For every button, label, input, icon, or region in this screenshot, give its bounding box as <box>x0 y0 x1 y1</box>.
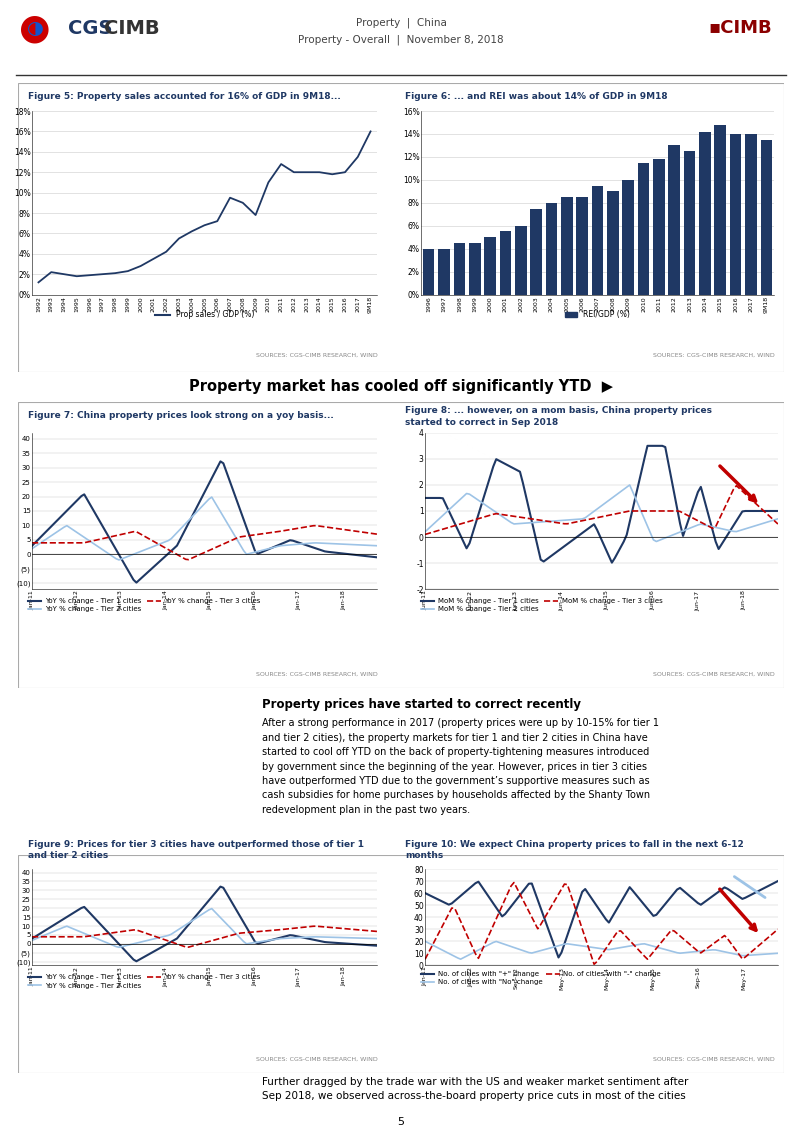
Text: Further dragged by the trade war with the US and weaker market sentiment after
S: Further dragged by the trade war with th… <box>261 1077 688 1101</box>
Text: Property  |  China: Property | China <box>355 18 447 28</box>
Bar <box>653 160 665 295</box>
Legend: No. of cities with "+" change, No. of cities with "No" change, No. of cities wit: No. of cities with "+" change, No. of ci… <box>420 971 661 985</box>
Text: SOURCES: CGS-CIMB RESEARCH, WIND: SOURCES: CGS-CIMB RESEARCH, WIND <box>256 1057 378 1062</box>
Text: Property market has cooled off significantly YTD  ▶: Property market has cooled off significa… <box>189 378 613 394</box>
Bar <box>699 131 711 295</box>
Text: SOURCES: CGS-CIMB RESEARCH, WIND: SOURCES: CGS-CIMB RESEARCH, WIND <box>256 352 378 358</box>
Text: SOURCES: CGS-CIMB RESEARCH, WIND: SOURCES: CGS-CIMB RESEARCH, WIND <box>653 1057 775 1062</box>
Bar <box>545 203 557 295</box>
Text: Figure 10: We expect China property prices to fall in the next 6-12
months: Figure 10: We expect China property pric… <box>405 840 743 860</box>
Text: ●: ● <box>19 11 51 45</box>
Bar <box>622 180 634 295</box>
Text: Figure 6: ... and REI was about 14% of GDP in 9M18: Figure 6: ... and REI was about 14% of G… <box>405 92 667 101</box>
Bar <box>607 191 618 295</box>
Bar <box>592 186 603 295</box>
Text: SOURCES: CGS-CIMB RESEARCH, WIND: SOURCES: CGS-CIMB RESEARCH, WIND <box>653 352 775 358</box>
Text: ▪CIMB: ▪CIMB <box>708 19 772 37</box>
Text: After a strong performance in 2017 (property prices were up by 10-15% for tier 1: After a strong performance in 2017 (prop… <box>261 718 659 815</box>
Legend: REI/GDP (%): REI/GDP (%) <box>562 307 633 323</box>
Text: SOURCES: CGS-CIMB RESEARCH, WIND: SOURCES: CGS-CIMB RESEARCH, WIND <box>256 672 378 676</box>
Bar <box>730 134 741 295</box>
Text: Figure 5: Property sales accounted for 16% of GDP in 9M18...: Figure 5: Property sales accounted for 1… <box>28 92 341 101</box>
Bar <box>515 225 527 295</box>
Text: CIMB: CIMB <box>104 18 160 37</box>
Text: Property - Overall  |  November 8, 2018: Property - Overall | November 8, 2018 <box>298 35 504 45</box>
Bar <box>439 249 450 295</box>
Text: Property prices have started to correct recently: Property prices have started to correct … <box>261 698 581 712</box>
Bar <box>668 145 680 295</box>
Text: Figure 9: Prices for tier 3 cities have outperformed those of tier 1
and tier 2 : Figure 9: Prices for tier 3 cities have … <box>28 840 364 860</box>
Bar <box>484 237 496 295</box>
Legend: YoY % change - Tier 1 cities, YoY % change - Tier 2 cities, YoY % change - Tier : YoY % change - Tier 1 cities, YoY % chan… <box>27 974 261 988</box>
Legend: MoM % change - Tier 1 cities, MoM % change - Tier 2 cities, MoM % change - Tier : MoM % change - Tier 1 cities, MoM % chan… <box>420 598 662 612</box>
Bar <box>423 249 435 295</box>
Text: ◑: ◑ <box>26 18 43 37</box>
Bar <box>530 208 542 295</box>
Bar <box>745 134 756 295</box>
Bar <box>454 242 465 295</box>
Bar <box>684 151 695 295</box>
Bar <box>500 231 511 295</box>
Text: Figure 7: China property prices look strong on a yoy basis...: Figure 7: China property prices look str… <box>28 411 334 419</box>
Bar <box>638 163 650 295</box>
Text: 5: 5 <box>398 1117 404 1127</box>
Bar <box>715 125 726 295</box>
Legend: Prop sales / GDP (%): Prop sales / GDP (%) <box>152 307 257 323</box>
Text: Figure 8: ... however, on a mom basis, China property prices
started to correct : Figure 8: ... however, on a mom basis, C… <box>405 406 711 427</box>
Text: SOURCES: CGS-CIMB RESEARCH, WIND: SOURCES: CGS-CIMB RESEARCH, WIND <box>653 672 775 676</box>
Bar <box>469 242 480 295</box>
Bar <box>577 197 588 295</box>
Bar <box>561 197 573 295</box>
Legend: YoY % change - Tier 1 cities, YoY % change - Tier 2 cities, YoY % change - Tier : YoY % change - Tier 1 cities, YoY % chan… <box>27 598 261 612</box>
Bar <box>760 139 772 295</box>
Text: CGS: CGS <box>68 18 112 37</box>
